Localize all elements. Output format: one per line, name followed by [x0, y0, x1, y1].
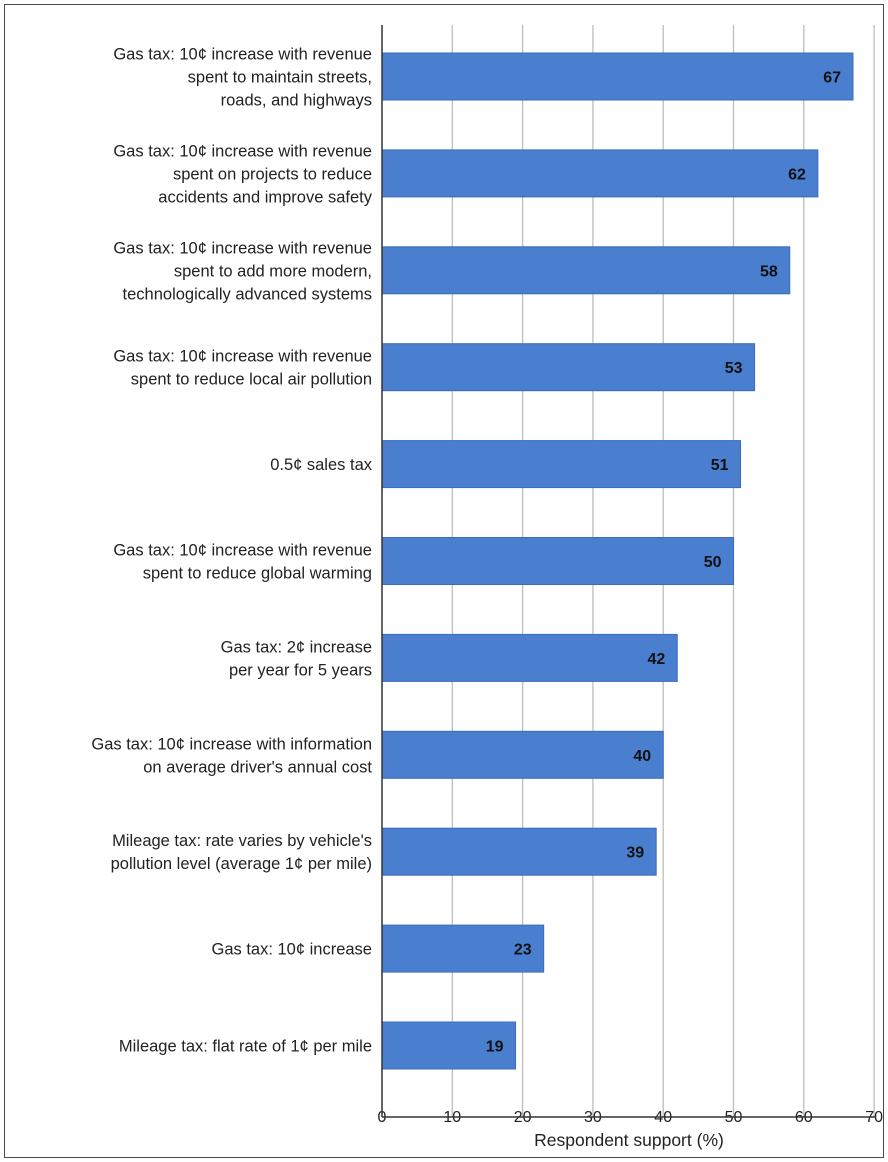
- category-label: Gas tax: 10¢ increase: [211, 941, 372, 959]
- bar: [381, 730, 664, 779]
- category-label: Gas tax: 10¢ increase with revenue: [113, 239, 372, 257]
- bars: [381, 52, 854, 1070]
- data-label: 19: [486, 1039, 504, 1056]
- bar: [381, 827, 657, 876]
- data-label: 50: [704, 554, 722, 571]
- category-label: Gas tax: 10¢ increase with revenue: [113, 46, 372, 64]
- category-label: Gas tax: 10¢ increase with revenue: [113, 348, 372, 366]
- bar: [381, 924, 545, 973]
- data-label: 67: [823, 70, 841, 87]
- data-label: 53: [725, 360, 743, 377]
- category-label: 0.5¢ sales tax: [270, 456, 373, 474]
- bar: [381, 537, 734, 585]
- category-label: Mileage tax: flat rate of 1¢ per mile: [119, 1038, 372, 1056]
- category-label: on average driver's annual cost: [143, 758, 372, 776]
- category-label: spent on projects to reduce: [173, 165, 372, 183]
- category-label: spent to reduce global warming: [143, 565, 372, 583]
- category-label: Mileage tax: rate varies by vehicle's: [112, 832, 372, 850]
- bar: [381, 149, 819, 198]
- category-label: accidents and improve safety: [158, 188, 372, 206]
- category-label: pollution level (average 1¢ per mile): [111, 855, 372, 873]
- category-label: Gas tax: 10¢ increase with revenue: [113, 142, 372, 160]
- category-label: technologically advanced systems: [123, 285, 372, 303]
- category-label: spent to reduce local air pollution: [131, 371, 372, 389]
- data-label: 51: [711, 457, 729, 474]
- bar: [381, 52, 854, 101]
- category-label: spent to maintain streets,: [188, 69, 372, 87]
- category-label: roads, and highways: [221, 92, 372, 110]
- bar: [381, 440, 742, 489]
- data-label: 42: [647, 651, 665, 668]
- x-axis: 010203040506070: [378, 25, 883, 1126]
- bar: [381, 343, 756, 392]
- x-axis-title: Respondent support (%): [534, 1130, 724, 1150]
- bar: [381, 1021, 517, 1070]
- data-label: 40: [633, 748, 651, 765]
- data-label: 58: [760, 263, 778, 280]
- category-label: per year for 5 years: [229, 661, 372, 679]
- data-label: 62: [788, 166, 806, 183]
- data-label: 39: [626, 845, 644, 862]
- category-label: Gas tax: 10¢ increase with information: [91, 735, 372, 753]
- category-label: spent to add more modern,: [174, 262, 372, 280]
- value-labels: 67 62 58 53 51 50 42 40 39 23 19: [486, 70, 841, 1056]
- data-label: 23: [514, 942, 532, 959]
- bar: [381, 246, 791, 295]
- category-labels: Gas tax: 10¢ increase with revenue spent …: [91, 46, 372, 1056]
- bar: [381, 633, 678, 682]
- category-label: Gas tax: 2¢ increase: [221, 638, 372, 656]
- category-label: Gas tax: 10¢ increase with revenue: [113, 542, 372, 560]
